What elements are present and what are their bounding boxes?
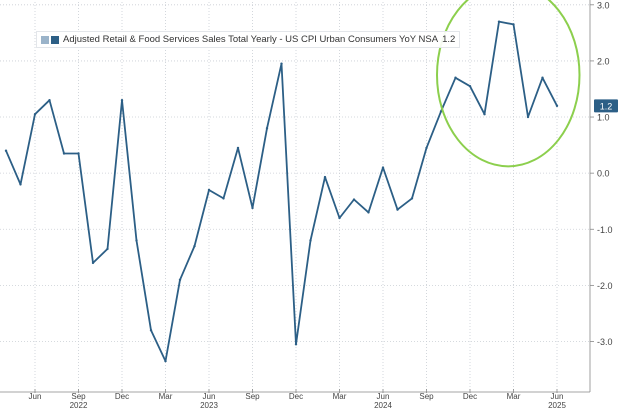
x-year-label: 2025 xyxy=(548,401,566,410)
data-point xyxy=(251,206,254,210)
data-point xyxy=(396,208,399,211)
data-point xyxy=(77,152,80,155)
data-point xyxy=(48,99,51,102)
data-point xyxy=(541,76,544,79)
data-point xyxy=(4,149,8,152)
data-point xyxy=(222,197,225,200)
data-point xyxy=(468,84,472,88)
last-value-badge xyxy=(594,99,618,113)
data-point xyxy=(497,20,501,23)
data-point xyxy=(135,239,138,242)
y-tick-label: -3.0 xyxy=(597,337,613,347)
x-tick-label: Jun xyxy=(29,392,42,401)
data-point xyxy=(338,216,341,220)
data-point xyxy=(62,152,66,155)
data-point xyxy=(483,113,486,116)
data-point xyxy=(294,343,298,346)
data-point xyxy=(381,166,385,169)
x-tick-label: Jun xyxy=(203,392,216,401)
y-tick-label: -2.0 xyxy=(597,281,613,291)
legend-last-value: 1.2 xyxy=(442,34,456,45)
legend-series-name: Adjusted Retail & Food Services Sales To… xyxy=(63,34,439,45)
data-point xyxy=(193,244,196,248)
y-tick-label: 3.0 xyxy=(597,0,610,10)
y-tick-label: -1.0 xyxy=(597,225,613,235)
data-point xyxy=(265,127,269,130)
x-year-label: 2024 xyxy=(374,401,392,410)
y-tick-label: 2.0 xyxy=(597,56,610,66)
series-line xyxy=(5,20,558,363)
y-tick-label: 1.0 xyxy=(597,113,610,123)
x-year-label: 2023 xyxy=(200,401,218,410)
x-tick-label: Dec xyxy=(289,392,303,401)
data-point xyxy=(352,198,356,201)
data-point xyxy=(425,146,428,150)
data-point xyxy=(106,247,109,251)
data-point xyxy=(410,197,414,200)
data-point xyxy=(454,76,457,79)
data-point xyxy=(323,175,327,179)
data-point xyxy=(512,23,515,26)
data-point xyxy=(236,146,240,150)
x-year-label: 2022 xyxy=(70,401,88,410)
data-point xyxy=(178,278,182,281)
legend-swatch-icon xyxy=(51,35,59,44)
data-point xyxy=(19,183,22,186)
x-tick-label: Sep xyxy=(245,392,260,401)
data-point xyxy=(555,104,559,108)
x-tick-label: Jun xyxy=(377,392,390,401)
x-tick-label: Dec xyxy=(115,392,129,401)
data-point xyxy=(164,359,167,363)
data-point xyxy=(149,329,153,332)
data-point xyxy=(526,115,530,119)
data-point xyxy=(280,62,283,65)
x-tick-label: Jun xyxy=(551,392,564,401)
highlight-ellipse xyxy=(436,0,581,168)
data-point xyxy=(309,239,312,242)
data-point xyxy=(207,188,211,192)
x-tick-label: Mar xyxy=(333,392,347,401)
y-tick-label: 0.0 xyxy=(597,169,610,179)
data-point xyxy=(367,211,370,214)
data-point xyxy=(120,99,124,102)
x-tick-label: Sep xyxy=(71,392,86,401)
chart-legend: Adjusted Retail & Food Services Sales To… xyxy=(36,31,461,48)
x-tick-label: Mar xyxy=(507,392,521,401)
x-tick-label: Mar xyxy=(159,392,173,401)
data-point xyxy=(91,261,95,265)
legend-marker-icon xyxy=(41,35,49,44)
last-value-label: 1.2 xyxy=(600,101,613,111)
data-point xyxy=(33,113,37,116)
x-tick-label: Dec xyxy=(463,392,477,401)
x-tick-label: Sep xyxy=(419,392,434,401)
